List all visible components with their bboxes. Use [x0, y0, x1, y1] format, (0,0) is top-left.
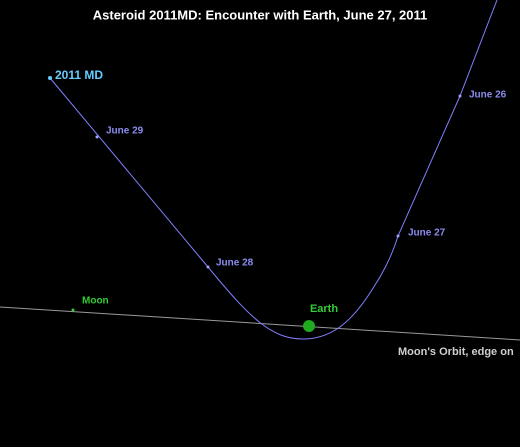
asteroid-label: 2011 MD: [55, 68, 103, 82]
date-point: [396, 234, 400, 238]
date-label: June 29: [106, 126, 144, 137]
date-label: June 28: [216, 258, 254, 269]
date-label: June 27: [408, 228, 446, 239]
trajectory: [49, 0, 498, 340]
title: Asteroid 2011MD: Encounter with Earth, J…: [93, 7, 428, 22]
date-label: June 26: [469, 90, 507, 101]
earth: [303, 320, 315, 332]
moon-orbit: [0, 306, 520, 341]
asteroid-point: [48, 76, 52, 80]
date-point: [458, 94, 462, 98]
date-point: [95, 135, 99, 139]
earth-label: Earth: [310, 303, 338, 315]
moon-label: Moon: [82, 296, 109, 307]
orbit-label: Moon's Orbit, edge on: [398, 346, 514, 358]
date-point: [206, 265, 210, 269]
moon: [71, 308, 75, 312]
